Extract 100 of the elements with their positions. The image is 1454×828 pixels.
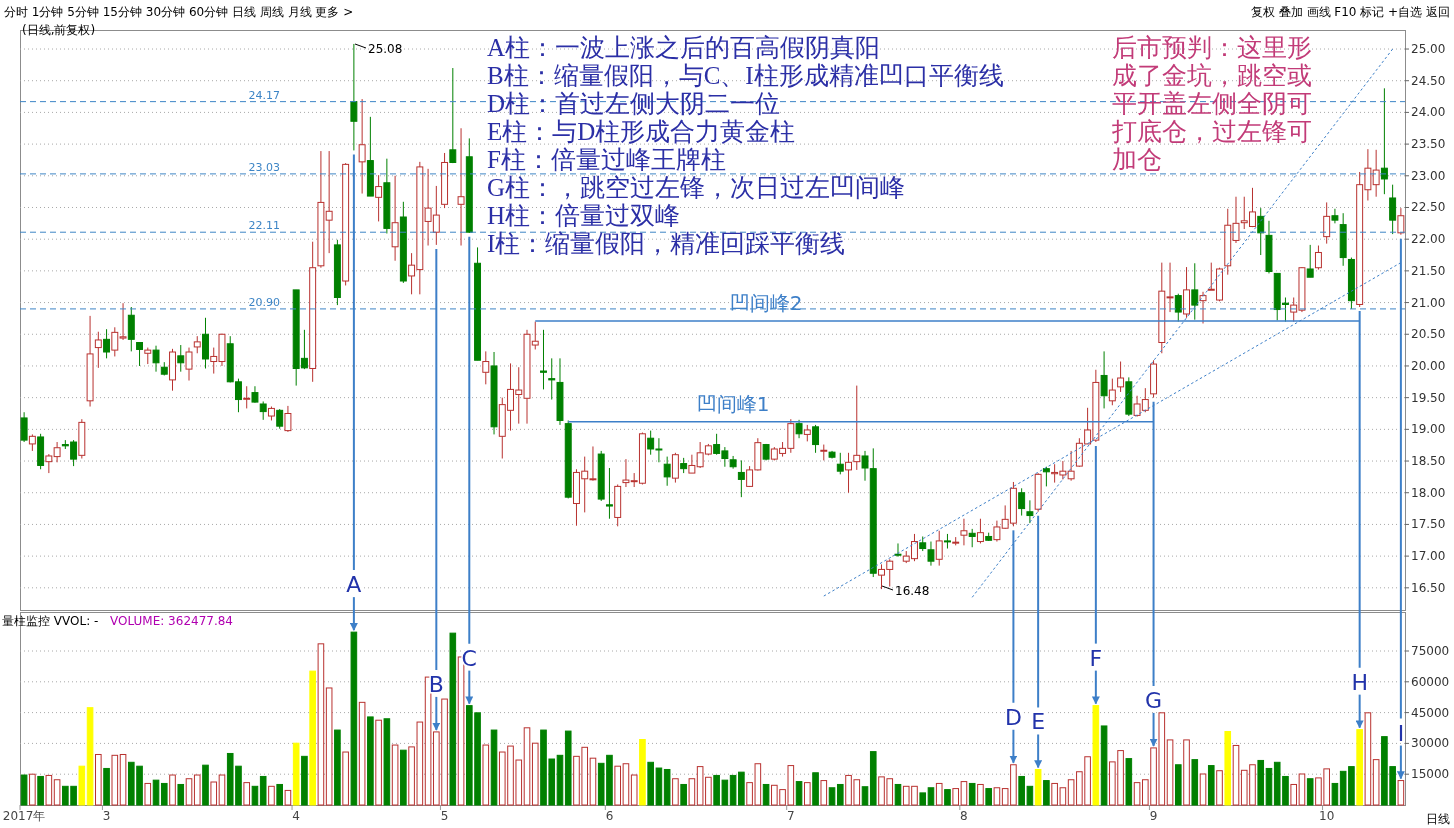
bar-letter: C: [461, 645, 477, 671]
bar: [828, 787, 836, 806]
annotation: F柱：倍量过峰王牌柱: [487, 146, 726, 173]
candlestick: [1018, 487, 1026, 517]
bar: [490, 729, 498, 806]
y-tick-label: 20.50: [1411, 327, 1446, 342]
bar: [1257, 759, 1265, 806]
bar: [317, 643, 325, 806]
bar: [1174, 764, 1182, 806]
annotation: E柱：与D柱形成合力黄金柱: [487, 118, 796, 145]
x-tick-label: 3: [102, 809, 111, 823]
y-tick-label: 24.00: [1411, 105, 1446, 120]
bar: [820, 780, 828, 806]
bar: [111, 754, 119, 806]
bar: [1166, 739, 1174, 806]
candlestick: [284, 405, 292, 433]
bar: [482, 744, 490, 806]
x-tick-label: 5: [440, 809, 449, 823]
candlestick: [94, 331, 102, 369]
bar: [1207, 765, 1215, 806]
bar: [894, 783, 902, 806]
bar: [78, 765, 86, 806]
bar: [977, 783, 984, 806]
bar: [375, 719, 382, 806]
bar: [284, 789, 292, 806]
candlestick: [375, 174, 383, 222]
bar: [1224, 731, 1232, 806]
y-tick-label: 18.00: [1411, 485, 1446, 500]
bar: [160, 782, 168, 806]
annotation: I柱：缩量假阳，精准回踩平衡线: [487, 230, 846, 257]
bar: [218, 774, 226, 806]
candlestick: [795, 419, 803, 439]
bar: [169, 774, 176, 806]
bar: [1034, 768, 1042, 806]
candlestick: [548, 357, 556, 401]
y-tick-label: 45000: [1411, 705, 1450, 720]
ref-line-label: 23.03: [248, 160, 281, 174]
bar: [37, 775, 44, 806]
bar: [1356, 729, 1363, 806]
candlestick: [152, 345, 160, 373]
y-tick-label: 20.00: [1411, 358, 1446, 373]
bar-letter: D: [1004, 704, 1022, 730]
y-tick-label: 60000: [1411, 674, 1450, 689]
bar: [367, 716, 374, 806]
annotation: B柱：缩量假阳，与C、I柱形成精准凹口平衡线: [487, 62, 1004, 89]
x-tick-label: 10: [1319, 809, 1335, 823]
bar: [325, 687, 333, 806]
y-tick-label: 22.50: [1411, 200, 1446, 215]
bar: [861, 786, 869, 806]
bar: [210, 781, 218, 806]
candlestick: [1314, 245, 1322, 271]
bar: [29, 773, 36, 806]
bar: [119, 753, 127, 806]
x-tick-label: 4: [292, 809, 300, 823]
y-tick-label: 22.00: [1411, 232, 1446, 247]
x-tick-label: 8: [960, 809, 968, 823]
y-tick-label: 15000: [1411, 767, 1450, 782]
candlestick: [243, 385, 251, 409]
candlestick: [927, 541, 935, 567]
bar: [383, 718, 391, 806]
ref-line-label: 22.11: [248, 219, 281, 233]
bar: [276, 783, 283, 806]
candlestick: [1389, 184, 1397, 235]
bar: [1043, 780, 1050, 806]
bar: [301, 755, 308, 806]
bar: [1100, 725, 1108, 806]
bar: [243, 782, 251, 806]
y-tick-label: 18.50: [1411, 454, 1446, 469]
bar: [144, 782, 152, 806]
y-tick-label: 23.50: [1411, 137, 1446, 152]
bar-letter: B: [428, 671, 444, 697]
bar: [259, 775, 267, 806]
annotation: 25.08: [368, 42, 403, 56]
annotation: H柱：倍量过双峰: [487, 202, 681, 229]
bar: [152, 779, 160, 806]
bar: [812, 772, 819, 806]
bar: [292, 742, 300, 806]
annotation: A柱：一波上涨之后的百高假阴真阳: [487, 34, 881, 61]
bar: [993, 787, 1001, 806]
bar: [630, 774, 638, 806]
y-tick-label: 17.00: [1411, 549, 1446, 564]
y-tick-label: 16.50: [1411, 580, 1446, 595]
series-label: 凹间峰1: [696, 391, 770, 416]
candlestick: [482, 350, 490, 385]
candlestick: [663, 456, 671, 487]
ref-line-label: 24.17: [248, 88, 281, 102]
candlestick: [836, 452, 844, 475]
bar: [1397, 780, 1405, 806]
bar: [1364, 712, 1372, 806]
bar: [358, 701, 366, 806]
candlestick: [1257, 207, 1265, 256]
bar-letter: E: [1031, 709, 1046, 735]
bar: [672, 778, 679, 806]
ref-line-label: 20.90: [248, 295, 281, 309]
candlestick: [1380, 87, 1388, 195]
y-tick-label: 23.00: [1411, 168, 1446, 183]
bar-letter: H: [1351, 669, 1368, 695]
bar: [762, 783, 770, 806]
candlestick: [671, 452, 679, 484]
bar: [309, 670, 316, 806]
